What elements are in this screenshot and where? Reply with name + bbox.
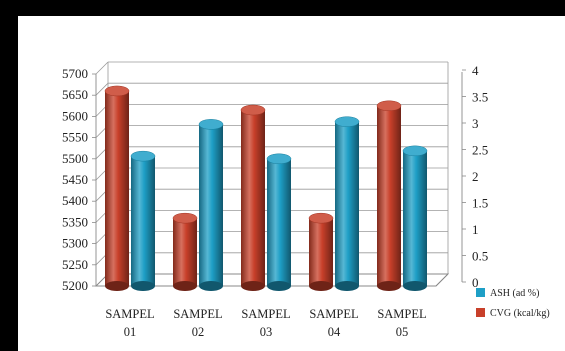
bar-base: [335, 281, 359, 291]
bar-body: [173, 218, 197, 286]
bar-body: [403, 150, 427, 286]
chart: 5200 5250 5300 5350 5400 5450 5500 5550 5600 5650…: [62, 61, 550, 339]
bar-top: [308, 212, 334, 224]
y-right-tick-label: 0: [472, 275, 479, 290]
bar-top: [104, 85, 130, 97]
bar-base: [267, 281, 291, 291]
bar-top: [198, 119, 224, 130]
chart-panel: 5200 5250 5300 5350 5400 5450 5500 5550 5600 5650…: [18, 16, 565, 351]
y-left-tick-label: 5350: [62, 214, 88, 229]
bar-cvg: [172, 212, 198, 291]
y-right-tick-label: 3.5: [472, 90, 488, 105]
bar-base: [377, 281, 401, 291]
bar-top: [402, 145, 428, 157]
bar-ash: [266, 153, 292, 291]
bar-base: [105, 281, 129, 291]
category-label-line1: SAMPEL: [173, 307, 222, 321]
gridline-depth: [95, 61, 109, 75]
bar-top: [266, 153, 292, 165]
y-right-tick-label: 1.5: [472, 196, 488, 211]
bar-body: [309, 218, 333, 286]
y-right-tick-label: 4: [472, 63, 479, 78]
y-right-tick-label: 2: [472, 169, 479, 184]
y-right-tick-label: 1: [472, 222, 479, 237]
bar-body: [267, 158, 291, 286]
y-left-tick-label: 5300: [62, 236, 88, 251]
category-label-line1: SAMPEL: [309, 307, 358, 321]
y-left-tick-label: 5500: [62, 151, 88, 166]
bar-base: [309, 281, 333, 291]
bar-cvg: [376, 100, 402, 291]
legend-swatch: [476, 288, 485, 297]
bar-base: [403, 281, 427, 291]
y-left-tick-label: 5400: [62, 193, 88, 208]
y-left-tick-label: 5650: [62, 87, 88, 102]
bar-base: [173, 281, 197, 291]
y-right-tick-label: 2.5: [472, 143, 488, 158]
bar-ash: [402, 145, 428, 291]
bar-base: [199, 281, 223, 291]
bar-ash: [130, 150, 156, 291]
category-label-line2: 04: [328, 325, 341, 339]
bar-body: [199, 124, 223, 286]
chart-labels: 5200 5250 5300 5350 5400 5450 5500 5550 5600 5650…: [62, 63, 488, 339]
category-label-line2: 02: [192, 325, 205, 339]
y-left-tick-label: 5250: [62, 257, 88, 272]
bar-cvg: [240, 104, 266, 291]
bar-top: [172, 212, 198, 224]
bar-body: [241, 110, 265, 286]
chart-legend: ASH (ad %) CVG (kcal/kg): [476, 288, 550, 319]
bar-base: [131, 281, 155, 291]
y-right-tick-label: 0.5: [472, 249, 488, 264]
y-right-tick-label: 3: [472, 116, 479, 131]
legend-swatch: [476, 308, 485, 317]
y-left-tick-label: 5450: [62, 172, 88, 187]
category-label-line2: 03: [260, 325, 273, 339]
bar-top: [334, 116, 360, 127]
legend-label: ASH (ad %): [490, 288, 539, 299]
category-label-line1: SAMPEL: [241, 307, 290, 321]
bar-top: [130, 150, 156, 162]
bar-cvg: [308, 212, 334, 291]
y-left-tick-label: 5200: [62, 278, 88, 293]
y-left-tick-label: 5700: [62, 66, 88, 81]
bar-ash: [198, 119, 224, 291]
y-left-tick-label: 5550: [62, 130, 88, 145]
bar-body: [131, 156, 155, 286]
chart-bars: [104, 85, 428, 291]
bar-body: [105, 90, 129, 287]
category-label-line2: 05: [396, 325, 409, 339]
bar-body: [335, 121, 359, 286]
category-label-line2: 01: [124, 325, 137, 339]
y-left-tick-label: 5600: [62, 108, 88, 123]
category-label-line1: SAMPEL: [105, 307, 154, 321]
floor-edge-right: [435, 273, 449, 287]
bar-cvg: [104, 85, 130, 291]
gridline-depth: [95, 82, 109, 96]
legend-label: CVG (kcal/kg): [490, 308, 550, 319]
bar-base: [241, 281, 265, 291]
bar-top: [376, 100, 402, 112]
bar-body: [377, 105, 401, 286]
bar-ash: [334, 116, 360, 291]
bar-top: [240, 104, 266, 116]
category-label-line1: SAMPEL: [377, 307, 426, 321]
